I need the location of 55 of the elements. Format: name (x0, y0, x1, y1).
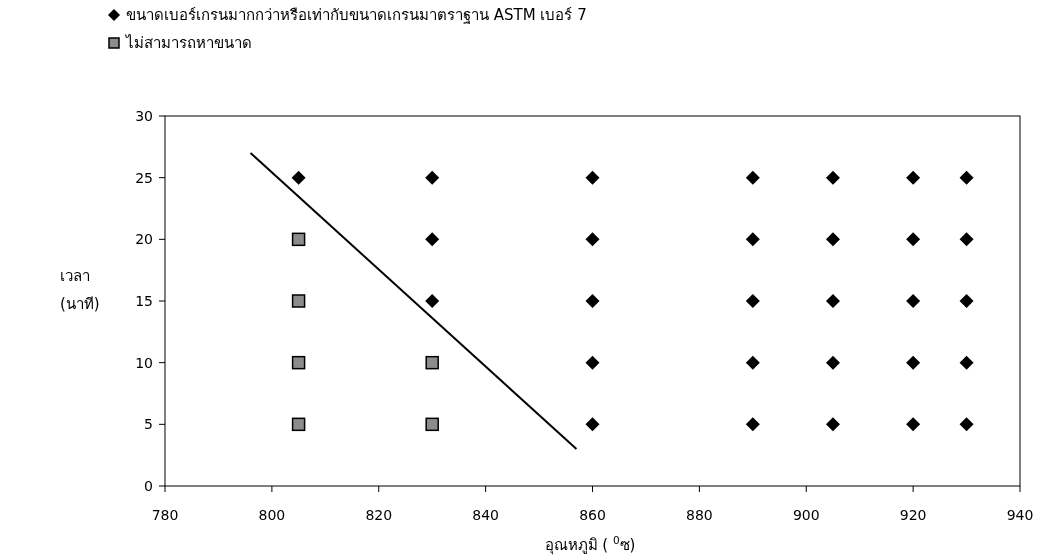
point (291, 294, 306, 308)
point (291, 355, 306, 370)
point (959, 170, 974, 185)
legend-label: ขนาดเบอร์เกรนมากกว่าหรือเท่ากับขนาดเกรนมาตราฐาน ASTM เบอร์ 7 (126, 6, 587, 24)
point (959, 417, 974, 432)
point (825, 294, 840, 308)
y-tick-label: 20 (135, 231, 153, 248)
point (825, 170, 840, 185)
x-tick-label: 820 (365, 507, 393, 523)
point (585, 232, 600, 247)
point (825, 417, 840, 432)
point (291, 170, 306, 185)
point (906, 294, 921, 308)
point (745, 355, 760, 370)
point (585, 417, 600, 432)
y-tick-label: 10 (135, 354, 153, 371)
x-tick-label: 840 (472, 507, 499, 523)
point (425, 170, 440, 185)
point (745, 417, 760, 432)
x-tick-label: 860 (579, 507, 606, 523)
point (745, 294, 760, 308)
y-tick-label: 5 (144, 416, 153, 433)
y-tick-label: 0 (144, 478, 153, 494)
legend-label: ไม่สามารถหาขนาด (125, 34, 252, 52)
x-tick-label: 780 (151, 507, 179, 523)
x-axis-title: อุณหภูมิ ( $^{0}$ซ) (544, 534, 636, 555)
x-tick-label: 800 (258, 507, 286, 523)
y-axis-title: เวลา (นาที) (60, 267, 100, 313)
point (745, 232, 760, 247)
x-tick-label: 880 (686, 507, 713, 523)
point (745, 170, 760, 185)
y-tick-label: 25 (135, 169, 153, 186)
y-tick-label: 15 (135, 293, 153, 309)
point (906, 170, 921, 185)
point (585, 170, 600, 185)
point (425, 294, 440, 308)
point (425, 417, 439, 432)
point (291, 232, 306, 247)
point (959, 294, 974, 308)
point (906, 232, 921, 247)
point (425, 232, 440, 247)
x-tick-label: 900 (792, 507, 820, 523)
point (585, 294, 600, 308)
point (425, 355, 439, 370)
point (825, 232, 840, 247)
point (906, 417, 921, 432)
point (291, 417, 306, 432)
point (959, 355, 974, 370)
point (585, 355, 600, 370)
x-tick-label: 940 (1006, 507, 1034, 523)
point (825, 355, 840, 370)
point (906, 355, 921, 370)
point (959, 232, 974, 247)
y-tick-label: 30 (135, 108, 153, 124)
x-tick-label: 920 (899, 507, 927, 523)
